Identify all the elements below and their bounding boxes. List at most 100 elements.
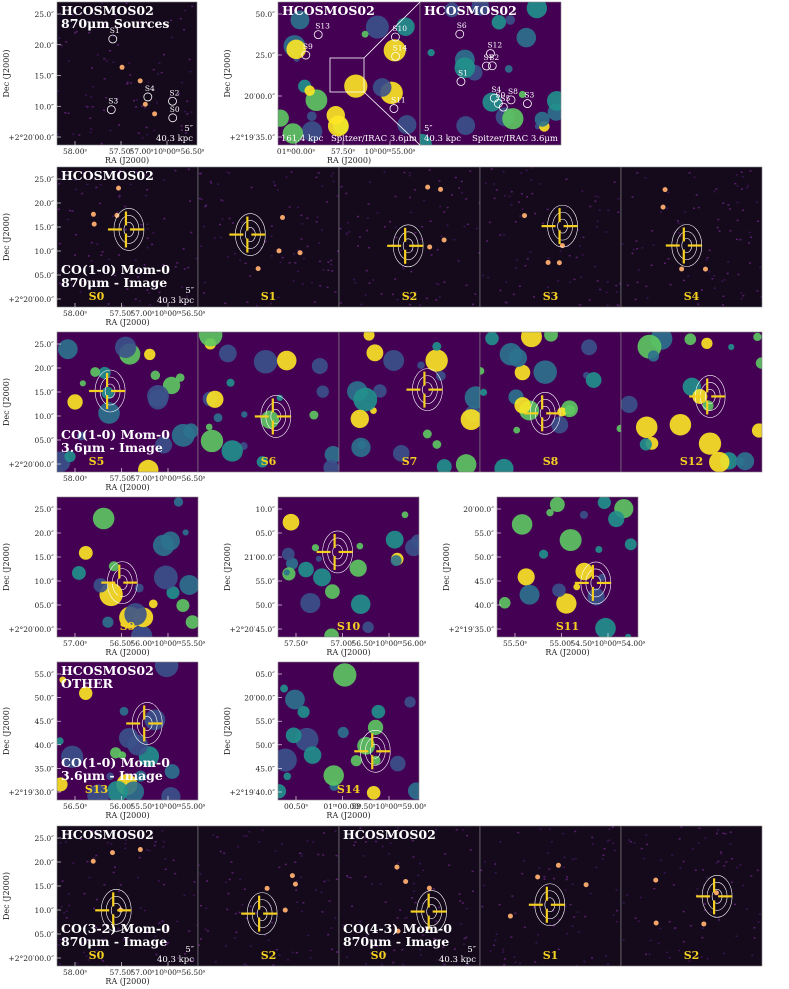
noise — [302, 257, 305, 260]
noise — [492, 944, 495, 946]
noise — [748, 242, 751, 244]
noise — [332, 180, 335, 183]
noise — [564, 889, 567, 891]
ir-blob — [427, 49, 435, 57]
noise — [233, 937, 236, 939]
ir-blob — [455, 454, 477, 472]
noise — [117, 927, 120, 930]
noise — [543, 878, 546, 880]
noise — [736, 219, 739, 222]
ir-blob — [624, 538, 637, 551]
noise — [165, 943, 168, 946]
noise — [741, 175, 744, 178]
noise — [322, 269, 325, 271]
noise — [508, 195, 511, 198]
noise — [368, 181, 371, 183]
noise — [103, 109, 106, 112]
marker-label: S4 — [145, 84, 155, 93]
ir-blob — [78, 545, 93, 560]
noise — [63, 911, 66, 914]
noise — [720, 853, 723, 855]
ir-blob — [502, 108, 524, 130]
ir-blob — [282, 513, 300, 531]
panel-bg — [480, 167, 621, 307]
x-tick-label: 57.50ˢ — [110, 309, 134, 318]
scale-bar-label: 5″ — [467, 945, 476, 955]
noise — [122, 938, 125, 941]
noise — [243, 963, 246, 966]
noise — [179, 17, 182, 20]
noise — [494, 863, 497, 865]
panel-bg — [57, 2, 197, 145]
noise — [581, 254, 584, 256]
noise — [149, 303, 152, 306]
y-tick-label: 20′00.0″ — [244, 694, 275, 703]
noise — [345, 232, 348, 234]
noise — [146, 237, 149, 240]
noise — [113, 866, 116, 868]
noise — [346, 956, 349, 958]
noise — [700, 289, 703, 291]
noise — [347, 876, 350, 879]
y-tick-label: 45.0″ — [34, 717, 54, 726]
panel — [278, 662, 419, 800]
x-tick-label: 00.50ˢ — [284, 802, 308, 811]
noise — [65, 910, 68, 913]
noise — [745, 186, 748, 189]
noise — [699, 897, 702, 899]
noise — [657, 942, 660, 945]
noise — [739, 238, 742, 241]
ir-blob — [278, 109, 289, 127]
noise — [753, 927, 756, 929]
ir-blob — [373, 384, 387, 398]
ir-blob — [144, 709, 166, 731]
noise — [723, 865, 726, 867]
noise — [315, 176, 318, 179]
noise — [750, 875, 753, 877]
noise — [180, 125, 183, 127]
noise — [713, 287, 716, 289]
noise — [269, 904, 272, 907]
y-tick-label: 05.0″ — [255, 529, 275, 538]
noise — [459, 900, 462, 902]
noise — [59, 282, 62, 285]
noise — [499, 840, 502, 843]
noise — [144, 909, 147, 912]
noise — [138, 856, 141, 859]
noise — [717, 860, 720, 863]
noise — [72, 862, 75, 865]
noise — [145, 126, 148, 129]
y-tick-label: 40.0″ — [34, 741, 54, 750]
noise — [98, 202, 101, 205]
noise — [300, 214, 303, 217]
noise — [451, 194, 454, 196]
x-tick-label: 57.00ˢ10ʰ00ᵐ56.50ˢ — [131, 474, 206, 483]
noise — [702, 884, 705, 886]
noise — [130, 82, 133, 84]
noise — [244, 262, 247, 265]
noise — [294, 861, 297, 863]
noise — [146, 228, 149, 230]
ir-blob — [301, 121, 323, 142]
noise — [698, 827, 701, 830]
x-tick-label: 57.00ˢ — [331, 639, 355, 648]
noise — [129, 74, 132, 76]
noise — [444, 853, 447, 855]
noise — [68, 209, 71, 212]
noise — [568, 254, 571, 257]
source-label: S11 — [556, 620, 579, 633]
noise — [114, 15, 117, 17]
noise — [119, 227, 122, 230]
noise — [139, 907, 142, 909]
noise — [198, 944, 201, 946]
noise — [64, 112, 67, 114]
panel-caption: CO(1-0) Mom-0 — [61, 262, 170, 277]
noise — [472, 303, 475, 306]
noise — [276, 189, 279, 191]
noise — [513, 956, 516, 958]
noise — [321, 911, 324, 913]
noise — [274, 850, 277, 852]
noise — [213, 237, 216, 239]
noise — [138, 272, 141, 275]
noise — [718, 230, 721, 232]
